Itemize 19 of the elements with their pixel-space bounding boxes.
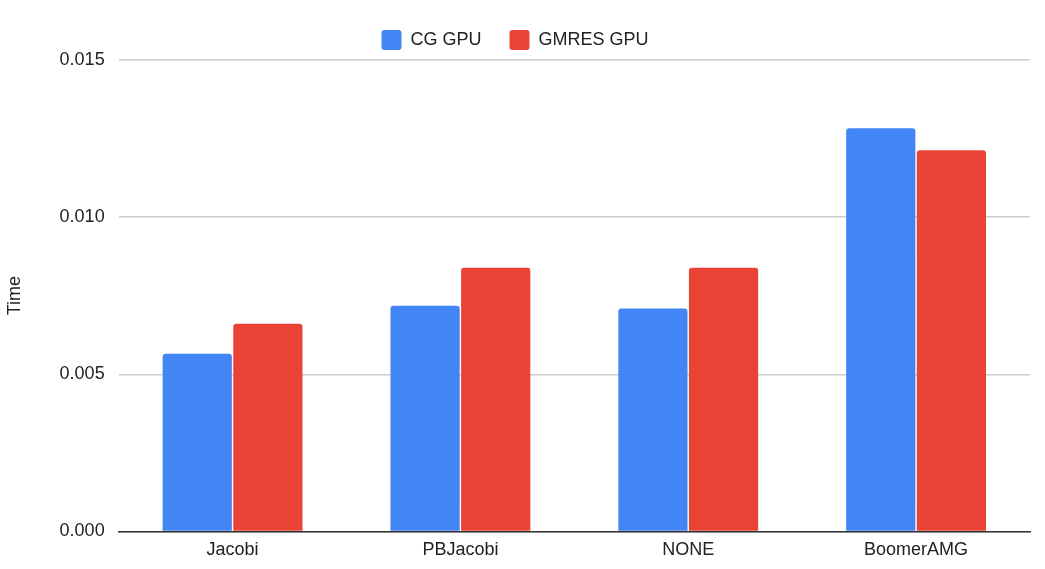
bar	[916, 150, 986, 531]
bar	[390, 305, 460, 531]
bar	[688, 267, 759, 531]
y-tick-label: 0.005	[59, 363, 105, 384]
x-tick-label: NONE	[662, 539, 715, 560]
y-tick-label: 0.000	[59, 520, 105, 541]
legend-label: CG GPU	[410, 28, 482, 49]
bar	[162, 353, 232, 531]
bar	[461, 267, 531, 531]
y-axis-title: Time	[3, 276, 24, 316]
bar	[846, 128, 916, 531]
bar	[233, 323, 303, 531]
y-tick-label: 0.010	[59, 206, 105, 227]
legend-label: GMRES GPU	[538, 28, 649, 49]
y-tick-label: 0.015	[59, 48, 105, 69]
x-tick-label: PBJacobi	[422, 539, 499, 560]
bar	[618, 308, 688, 531]
x-tick-label: BoomerAMG	[864, 539, 969, 560]
x-tick-label: Jacobi	[206, 539, 259, 560]
